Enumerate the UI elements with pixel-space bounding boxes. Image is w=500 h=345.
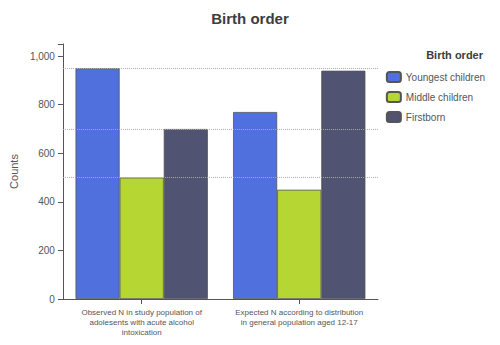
svg-text:Birth order: Birth order (426, 49, 484, 61)
svg-text:0: 0 (49, 294, 55, 305)
svg-text:Counts: Counts (8, 154, 20, 189)
svg-text:600: 600 (38, 148, 55, 159)
svg-text:Birth order: Birth order (211, 10, 289, 27)
svg-text:200: 200 (38, 245, 55, 256)
svg-text:800: 800 (38, 99, 55, 110)
svg-text:400: 400 (38, 196, 55, 207)
svg-text:Observed N in study population: Observed N in study population of (81, 308, 202, 317)
svg-text:intoxication: intoxication (122, 328, 162, 337)
svg-text:Expected N according to distri: Expected N according to distribution (235, 308, 363, 317)
svg-text:1,000: 1,000 (30, 51, 55, 62)
svg-text:Youngest children: Youngest children (406, 72, 485, 83)
svg-text:adolesents with acute alcohol: adolesents with acute alcohol (89, 318, 194, 327)
svg-text:Middle children: Middle children (406, 92, 473, 103)
svg-text:in general population aged 12-: in general population aged 12-17 (241, 318, 359, 327)
svg-text:Firstborn: Firstborn (406, 112, 445, 123)
